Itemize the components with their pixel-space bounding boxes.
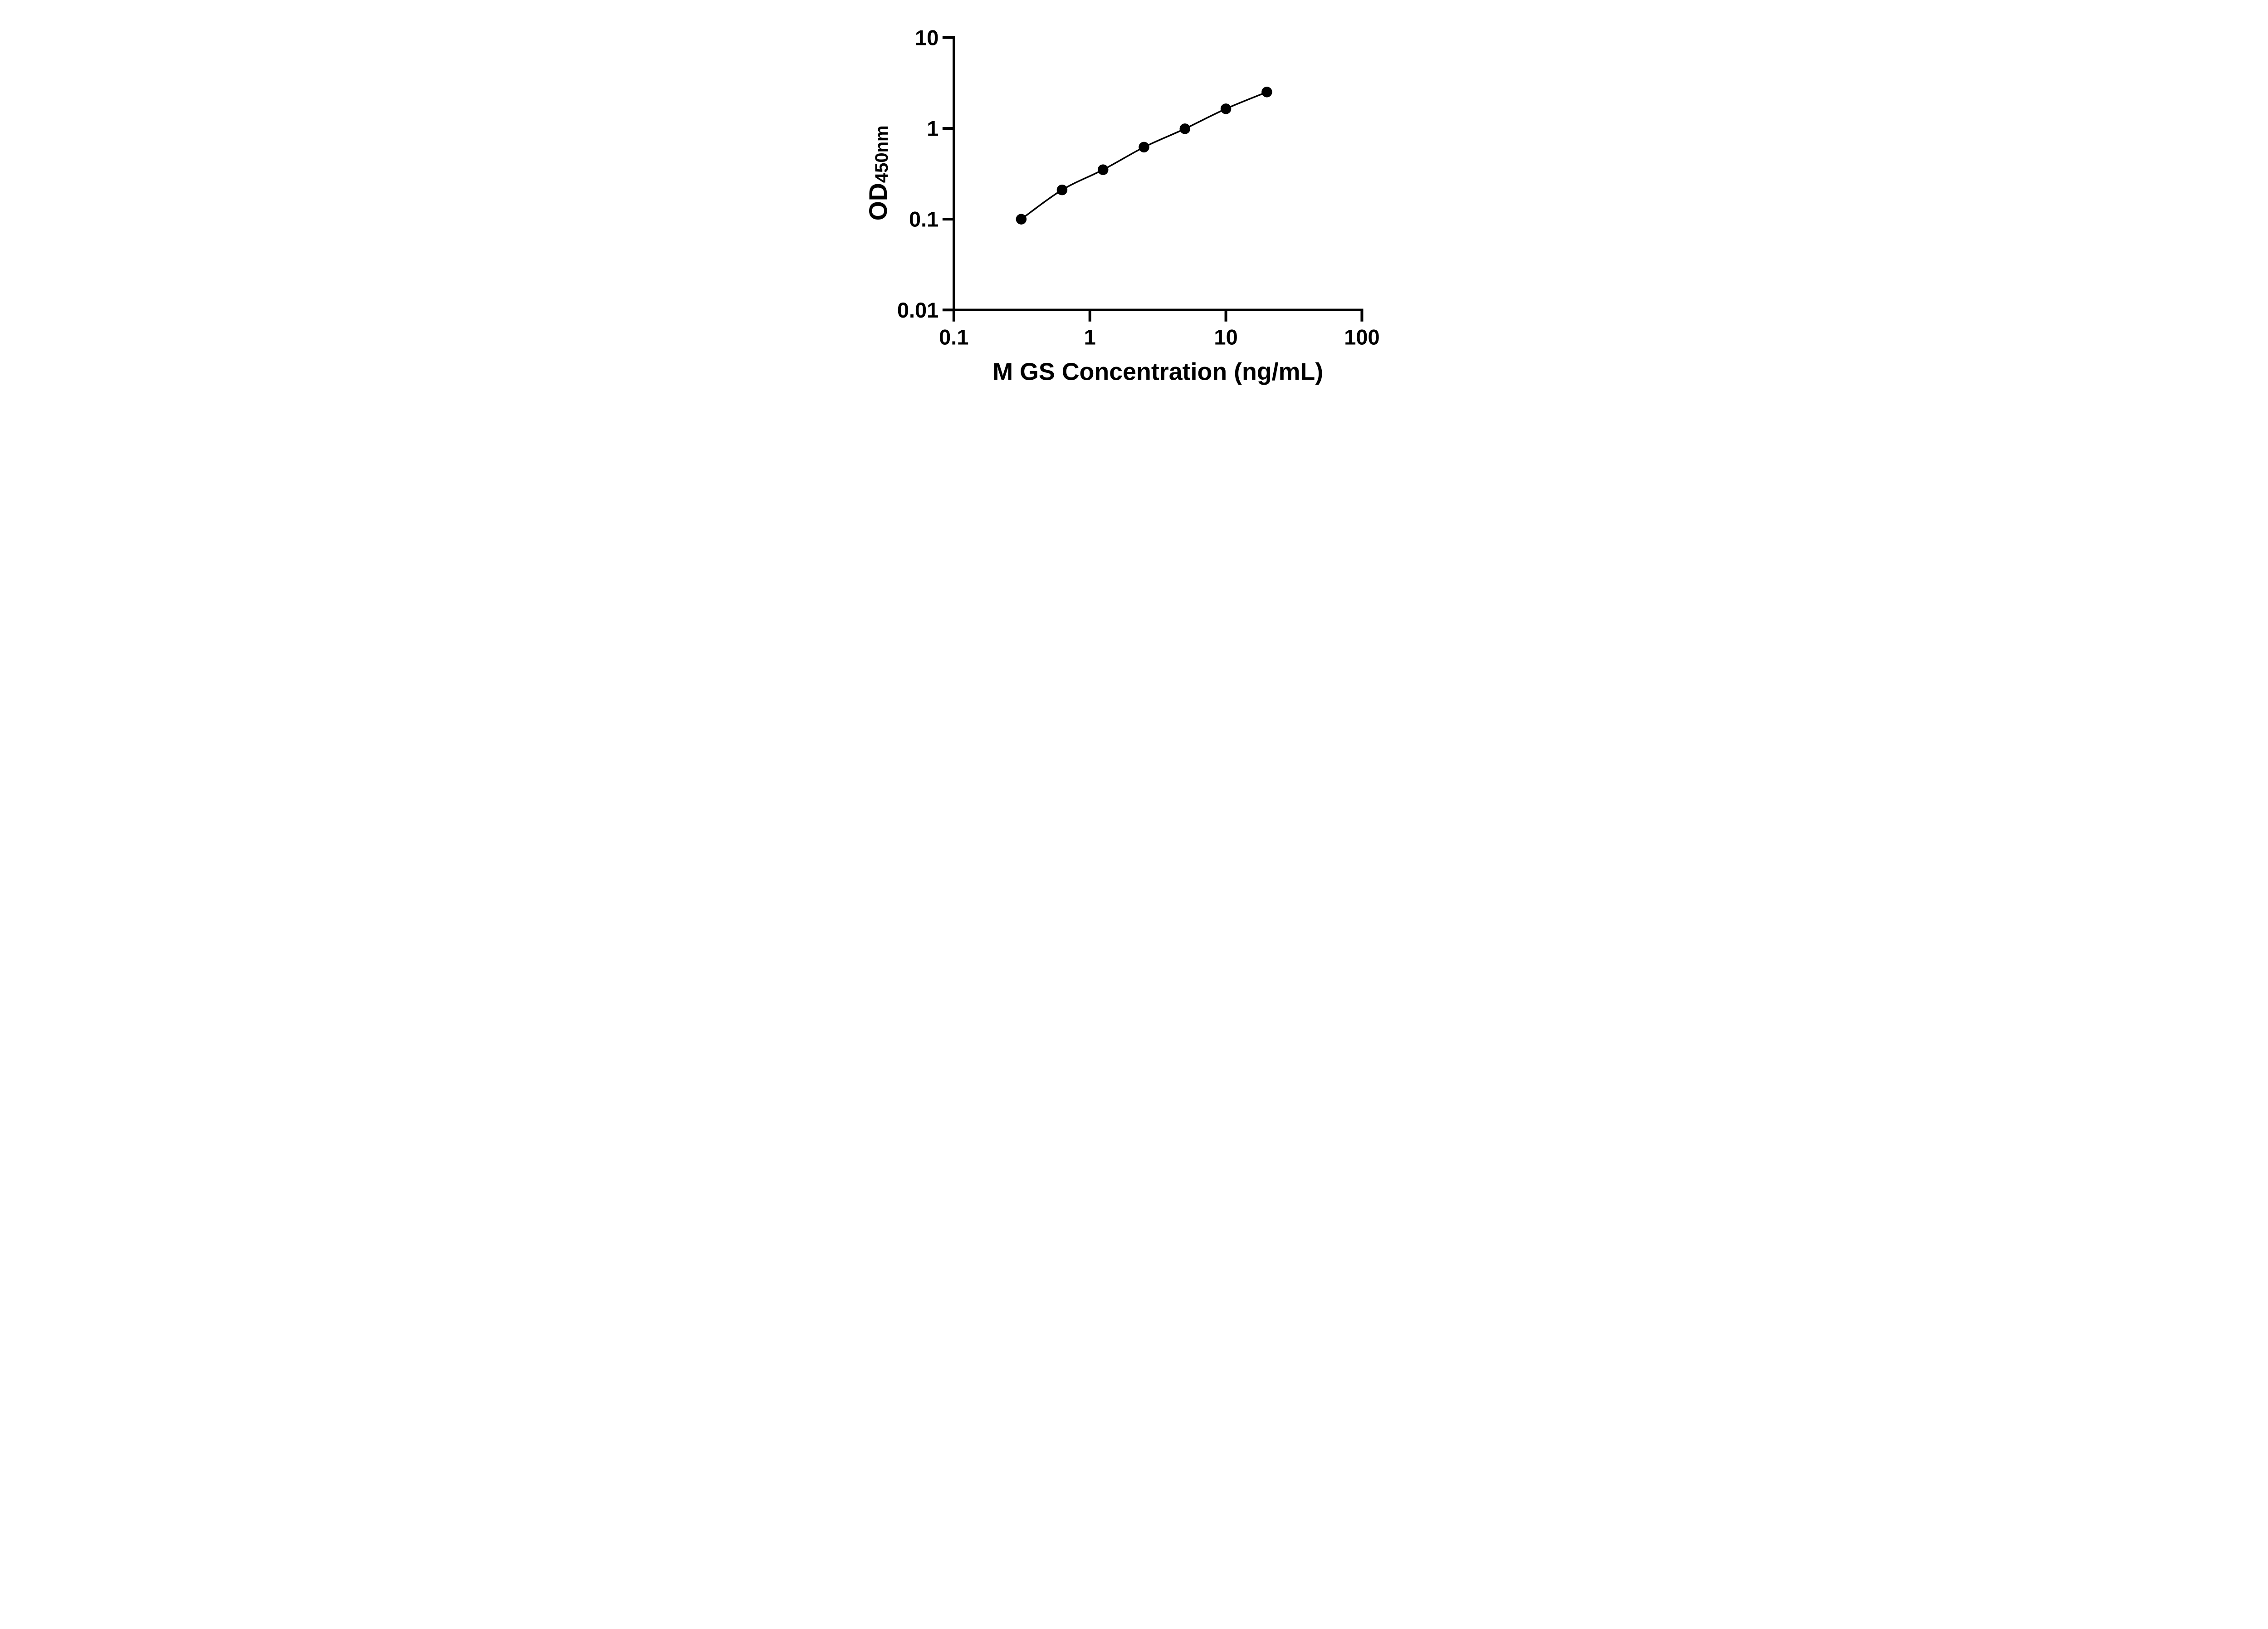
data-point [1179,123,1190,134]
y-tick-label: 0.1 [909,207,938,231]
x-tick-label: 100 [1344,325,1379,349]
x-tick-label: 1 [1084,325,1095,349]
y-axis-title-main: OD [864,183,892,220]
x-axis-title: M GS Concentration (ng/mL) [992,358,1323,386]
data-point [1056,184,1067,196]
data-point [1097,164,1108,175]
data-point [1138,142,1149,153]
standard-curve-figure: 0.01 0.1 1 10 0.1 1 10 100 M GS Concentration (… [842,0,1426,408]
y-tick-label: 0.01 [897,298,938,322]
y-tick-label: 10 [915,25,938,49]
y-axis-title: OD450nm [864,125,892,220]
x-tick-label: 10 [1214,325,1237,349]
data-point [1016,214,1026,225]
data-point [1261,87,1272,98]
y-tick-label: 1 [927,116,938,140]
y-axis-title-subscript: 450nm [871,125,891,183]
data-point [1220,103,1231,114]
series-group [1016,87,1272,225]
x-tick-label: 0.1 [939,325,968,349]
ticks-group [942,36,1363,322]
axes-group [952,36,1363,312]
